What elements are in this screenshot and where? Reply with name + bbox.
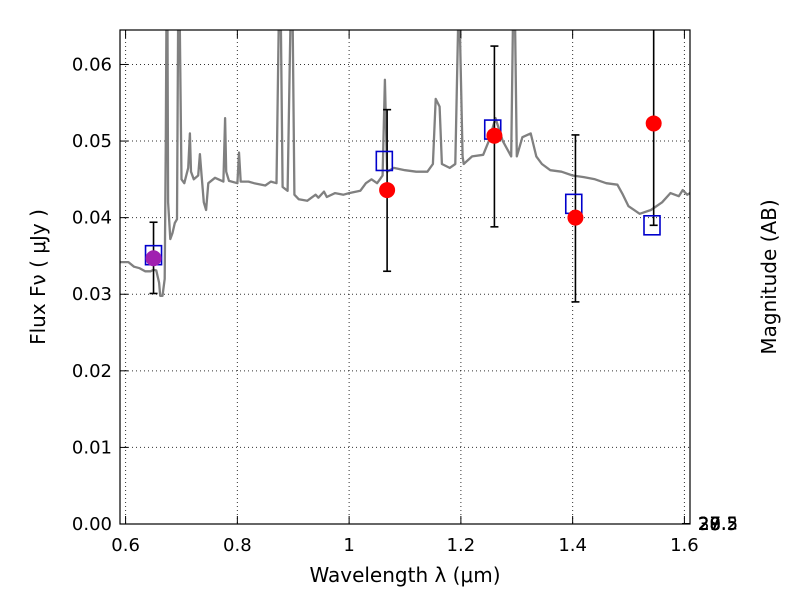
observed-point [379,182,396,199]
x-axis-label: Wavelength λ (μm) [309,563,500,587]
x-tick-label: 1.2 [447,535,476,556]
y-tick-label: 0.06 [72,54,112,75]
plot-area [120,30,690,524]
right-tick-label: 27.5 [698,514,738,535]
x-tick-label: 1 [343,535,354,556]
x-tick-label: 1.6 [670,535,699,556]
model-point [643,215,661,236]
y-tick-label: 0.00 [72,514,112,535]
y-tick-label: 0.03 [72,284,112,305]
right-tick-label: 28.5 [698,514,738,535]
observed-point [567,209,584,226]
y-axis-label: Flux Fν ( μJy ) [26,209,50,345]
observed-markers [145,115,662,267]
right-tick-label: 27 [698,514,721,535]
y-tick-label: 0.01 [72,437,112,458]
spectrum-line [120,30,690,297]
right-tick-label: 28 [698,514,721,535]
y-tick-label: 0.02 [72,361,112,382]
x-tick-labels: 0.6 0.8 1 1.2 1.4 1.6 [111,535,698,556]
model-point [375,150,394,172]
x-tick-label: 1.4 [558,535,587,556]
right-tick-label: 27.2 [698,514,738,535]
ticks [120,30,690,525]
x-tick-label: 0.6 [111,535,140,556]
plot-frame [119,29,691,525]
y-tick-label: 0.04 [72,208,112,229]
right-axis-label: Magnitude (AB) [757,199,781,354]
x-tick-label: 0.8 [223,535,252,556]
right-tick-label: 30 [698,514,721,535]
y-tick-labels: 0.00 0.01 0.02 0.03 0.04 0.05 0.06 [72,54,112,535]
observed-point [145,250,162,267]
y-tick-label: 0.05 [72,131,112,152]
observed-point [645,115,662,132]
observed-point [486,127,503,144]
right-tick-label: 29 [698,514,721,535]
